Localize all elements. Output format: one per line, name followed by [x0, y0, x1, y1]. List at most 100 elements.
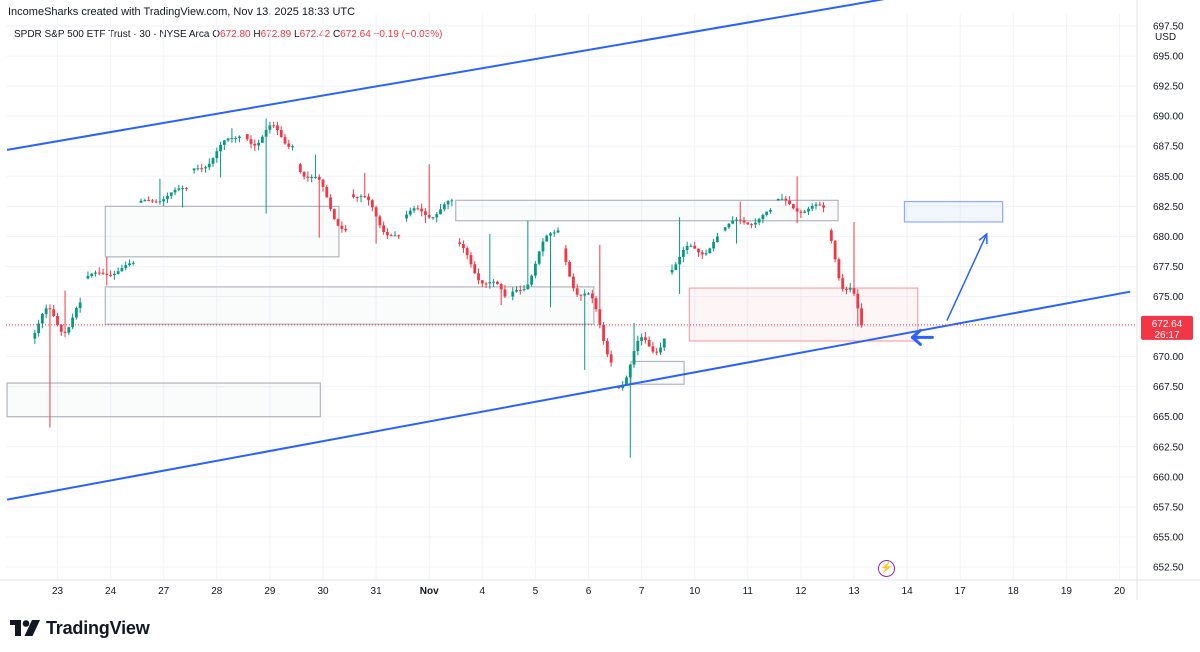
candle-body — [306, 176, 310, 178]
candle-body — [204, 167, 207, 169]
candle-body — [264, 129, 268, 137]
x-tick-label: 13 — [848, 586, 860, 597]
candle-body — [442, 204, 446, 210]
candle-body — [162, 199, 166, 202]
candle-body — [230, 138, 234, 140]
candle-body — [499, 284, 503, 290]
candle-body — [534, 263, 537, 276]
y-tick-label: 665.00 — [1153, 412, 1184, 423]
candle-body — [67, 327, 71, 333]
x-tick-label: 30 — [317, 586, 329, 597]
candle-body — [355, 196, 359, 198]
candle-body — [704, 253, 708, 255]
candle-body — [647, 340, 651, 347]
candle-body — [655, 351, 659, 353]
candle-body — [605, 341, 609, 355]
candle-body — [458, 242, 462, 245]
lightning-icon[interactable]: ⚡ — [878, 560, 895, 577]
candle-body — [753, 222, 757, 225]
candle-body — [795, 208, 799, 212]
candle-body — [435, 214, 439, 218]
channel-upper-line — [6, 0, 885, 151]
candle-body — [94, 272, 97, 274]
candle-body — [545, 235, 549, 242]
candle-body — [860, 308, 863, 326]
candle-body — [632, 350, 636, 365]
candle-body — [480, 280, 484, 284]
candle-body — [416, 208, 420, 210]
candle-body — [439, 209, 442, 215]
candle-body — [556, 230, 560, 233]
high-value: 672.89 — [260, 29, 292, 40]
zone-boxes — [6, 199, 1004, 418]
candle-body — [598, 309, 602, 325]
candle-body — [488, 282, 492, 284]
candle-body — [78, 302, 82, 309]
candle-body — [253, 143, 257, 146]
candle-body — [420, 208, 424, 212]
candle-body — [602, 324, 606, 342]
candle-body — [636, 340, 640, 351]
candle-body — [712, 242, 715, 249]
candle-body — [503, 289, 507, 297]
y-tick-label: 675.00 — [1153, 292, 1184, 303]
candle-body — [196, 168, 200, 170]
candle-body — [184, 188, 188, 190]
candle-body — [568, 261, 572, 277]
candle-body — [583, 293, 587, 296]
x-tick-label: 5 — [533, 586, 539, 597]
candle-body — [678, 256, 681, 265]
candle-body — [177, 188, 181, 190]
candle-body — [238, 136, 241, 138]
x-tick-label: 24 — [105, 586, 117, 597]
candle-body — [575, 288, 579, 295]
zone-box-red — [688, 287, 919, 342]
y-tick-label: 670.00 — [1153, 352, 1184, 363]
candle-body — [681, 250, 685, 257]
y-tick-label: 697.50 — [1153, 22, 1184, 33]
x-tick-label: 11 — [743, 586, 754, 597]
candle-body — [116, 271, 120, 274]
candle-body — [181, 188, 184, 190]
candle-body — [522, 289, 526, 291]
low-value: 672.42 — [299, 29, 331, 40]
y-tick-label: 685.00 — [1153, 172, 1184, 183]
zone-box-gray — [630, 360, 685, 385]
candle-body — [856, 293, 860, 309]
candle-body — [587, 293, 590, 295]
candle-body — [625, 377, 628, 386]
candle-body — [685, 245, 689, 251]
candle-body — [112, 273, 116, 276]
y-tick-label: 677.50 — [1153, 262, 1184, 273]
candle-body — [33, 333, 37, 339]
candle-body — [769, 209, 772, 212]
candle-body — [776, 198, 780, 201]
candle-body — [511, 291, 515, 297]
candle-body — [738, 219, 742, 221]
candlesticks — [33, 118, 863, 458]
currency-label: USD — [1155, 32, 1176, 43]
candle-body — [374, 207, 378, 217]
candle-body — [90, 273, 94, 276]
x-tick-label: 18 — [1008, 586, 1020, 597]
candle-body — [784, 198, 788, 201]
candle-body — [317, 176, 321, 180]
drawing-overlays — [6, 0, 1137, 501]
symbol-name[interactable]: SPDR S&P 500 ETF Trust · 30 · NYSE Arca — [14, 29, 210, 40]
candle-body — [226, 138, 230, 141]
candle-body — [845, 288, 848, 290]
candle-body — [761, 214, 765, 220]
candle-body — [791, 204, 795, 209]
candle-body — [807, 208, 810, 212]
candle-body — [848, 288, 852, 290]
candle-body — [344, 228, 348, 231]
candle-body — [105, 273, 109, 275]
candle-body — [389, 235, 393, 237]
candle-body — [659, 347, 662, 353]
candle-body — [283, 137, 287, 144]
candle-body — [492, 281, 496, 283]
bar-countdown: 26:17 — [1154, 330, 1179, 341]
candle-body — [742, 220, 746, 223]
candle-body — [765, 211, 769, 215]
